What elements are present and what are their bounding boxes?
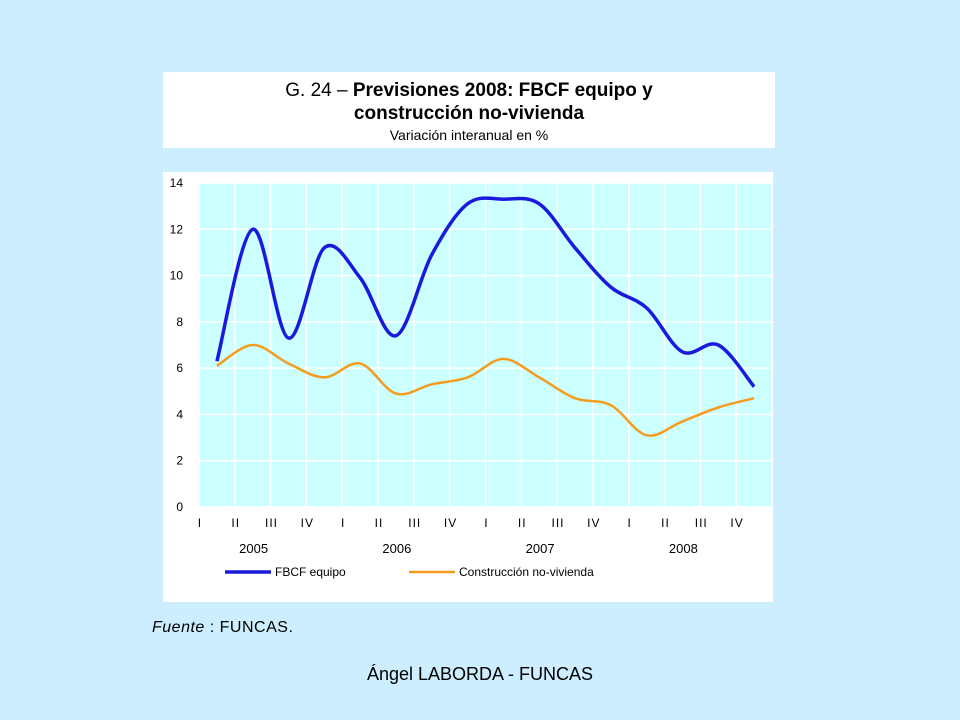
source-note: Fuente : FUNCAS.: [152, 619, 293, 637]
series-line-construccion-no-vivienda: [216, 343, 755, 437]
x-tick-label: I: [341, 516, 345, 530]
x-year-label: 2006: [382, 541, 411, 556]
y-tick-label: 10: [170, 269, 184, 283]
y-tick-label: 8: [176, 315, 183, 329]
x-tick-label: II: [661, 516, 670, 530]
y-tick-label: 6: [176, 361, 183, 375]
legend-construccion-no-vivienda-label: Construcción no-vivienda: [459, 565, 594, 579]
chart-title-line1: G. 24 – Previsiones 2008: FBCF equipo y: [163, 80, 775, 102]
x-tick-label: II: [518, 516, 527, 530]
x-tick-label: III: [408, 516, 421, 530]
x-tick-label: I: [198, 516, 202, 530]
x-tick-label: III: [552, 516, 565, 530]
chart-subtitle: Variación interanual en %: [389, 127, 549, 143]
chart-title-bold: Previsiones 2008: FBCF equipo y: [352, 80, 653, 101]
legend-fbcf-equipo-label: FBCF equipo: [275, 565, 346, 579]
x-tick-label: I: [484, 516, 488, 530]
x-tick-label: III: [265, 516, 278, 530]
x-tick-label: IV: [587, 516, 600, 530]
y-tick-label: 4: [176, 407, 183, 421]
y-tick-label: 2: [176, 454, 183, 468]
x-year-label: 2008: [669, 541, 698, 556]
y-tick-label: 14: [170, 176, 184, 190]
x-tick-label: IV: [444, 516, 457, 530]
x-year-label: 2005: [239, 541, 268, 556]
source-label: Fuente: [152, 619, 205, 636]
source-value: FUNCAS.: [219, 619, 294, 636]
x-tick-label: I: [627, 516, 631, 530]
x-tick-label: II: [231, 516, 240, 530]
chart-title-line2: construcción no-vivienda: [353, 103, 585, 124]
chart-title-prefix: G. 24 –: [285, 80, 353, 101]
source-separator: :: [204, 619, 220, 636]
x-tick-label: IV: [730, 516, 743, 530]
chart-panel: 0 2 4 6 8 10 12 14 I II III IV I II III IV I II III IV I II II…: [163, 172, 773, 602]
series-line-fbcf-equipo: [215, 196, 756, 388]
x-tick-label: III: [695, 516, 708, 530]
x-tick-label: IV: [301, 516, 314, 530]
x-year-label: 2007: [526, 541, 555, 556]
footer-author: Ángel LABORDA - FUNCAS: [366, 664, 594, 684]
y-tick-label: 0: [176, 500, 183, 514]
x-tick-label: II: [375, 516, 384, 530]
y-tick-label: 12: [170, 222, 184, 236]
chart-title-box: G. 24 – Previsiones 2008: FBCF equipo y …: [163, 72, 775, 148]
